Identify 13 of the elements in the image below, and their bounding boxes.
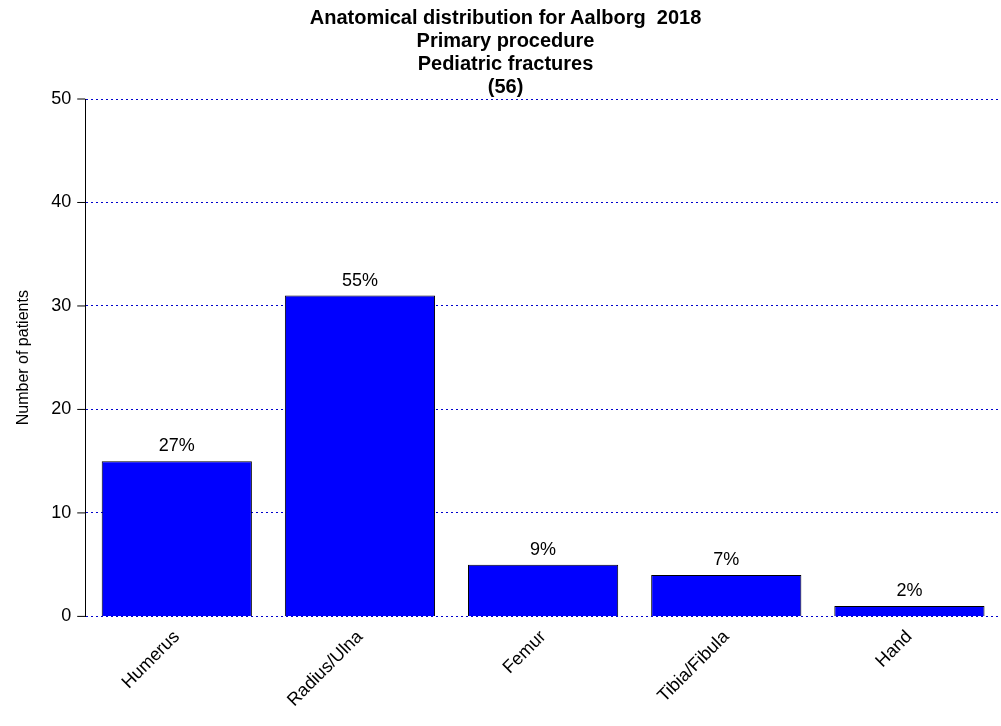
- annotation: 55%: [341, 269, 378, 290]
- annotation: 27%: [158, 435, 195, 456]
- y-tick-label: 40: [51, 191, 72, 212]
- y-tick-label: 10: [51, 501, 72, 522]
- annotation: 7%: [713, 548, 740, 569]
- annotation: 9%: [530, 538, 557, 559]
- annotation: 2%: [896, 580, 923, 601]
- y-tick-label: 0: [61, 605, 72, 626]
- y-tick-label: 30: [51, 294, 72, 315]
- chart-title: Anatomical distribution for Aalborg 2018 Primary procedure Pediatric fractures (56): [309, 6, 702, 98]
- y-tick-label: 50: [51, 87, 72, 108]
- y-tick-label: 20: [51, 398, 72, 419]
- y-axis-title: Number of patients: [14, 290, 32, 426]
